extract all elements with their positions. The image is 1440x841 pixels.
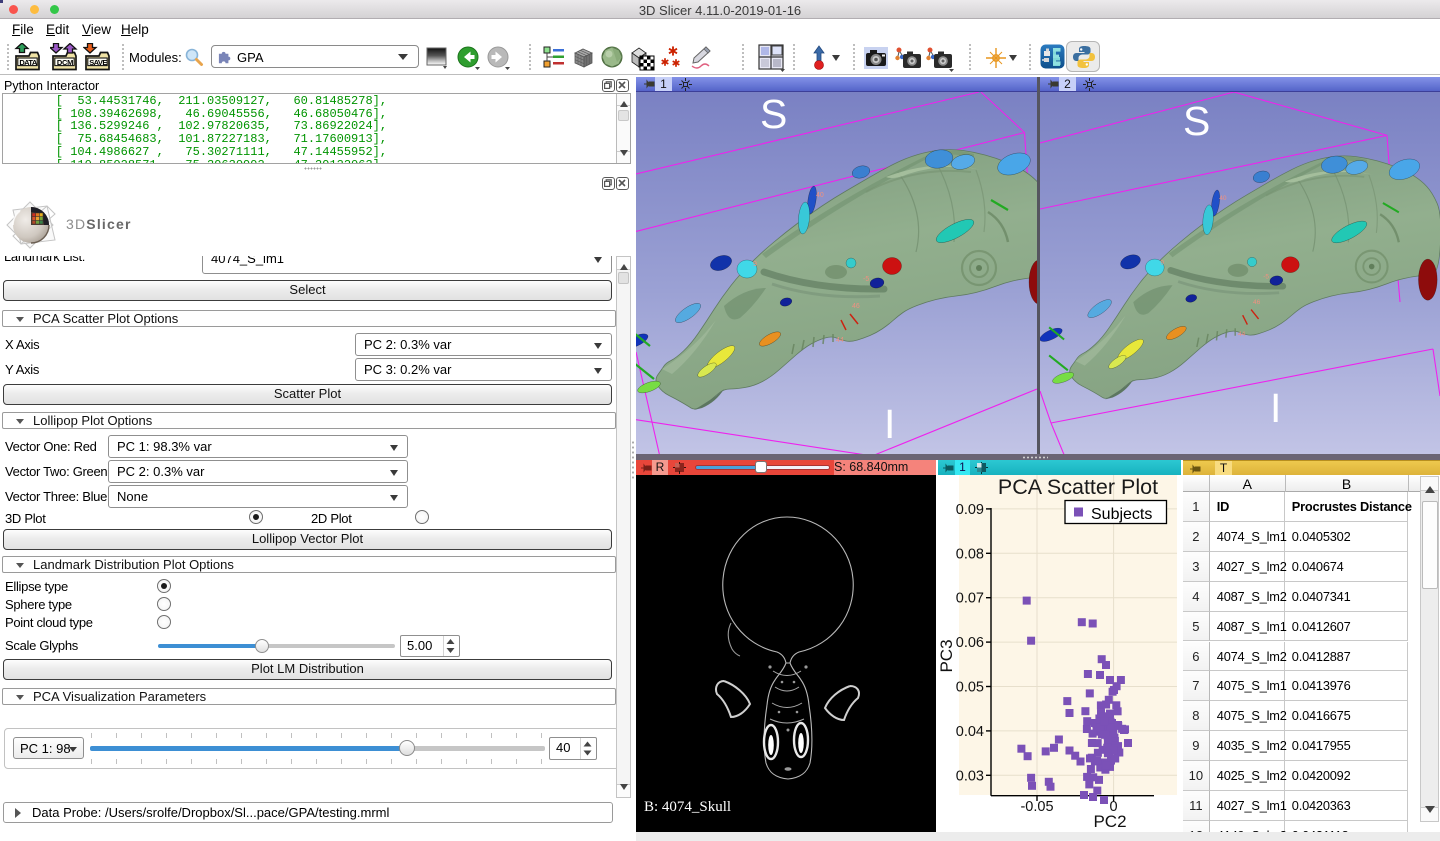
svg-text:44: 44 bbox=[1238, 330, 1246, 337]
svg-text:9: 9 bbox=[753, 261, 757, 268]
svg-text:-5: -5 bbox=[1263, 273, 1269, 280]
svg-text:46: 46 bbox=[1253, 298, 1261, 305]
svg-text:0.03: 0.03 bbox=[956, 768, 984, 784]
svg-text:S: S bbox=[760, 92, 787, 137]
svg-text:S: S bbox=[1183, 98, 1210, 144]
svg-text:I: I bbox=[884, 401, 895, 447]
svg-text:Subjects: Subjects bbox=[1091, 506, 1152, 523]
svg-text:44: 44 bbox=[836, 337, 844, 344]
svg-text:9: 9 bbox=[1160, 259, 1164, 266]
svg-text:0.06: 0.06 bbox=[956, 635, 984, 651]
svg-text:0.05: 0.05 bbox=[956, 679, 984, 695]
svg-text:0.09: 0.09 bbox=[956, 501, 984, 517]
svg-text:0: 0 bbox=[1110, 799, 1118, 815]
svg-text:40: 40 bbox=[1219, 195, 1227, 202]
svg-text:0.07: 0.07 bbox=[956, 590, 984, 606]
svg-text:-0.05: -0.05 bbox=[1020, 799, 1053, 815]
svg-text:0.04: 0.04 bbox=[956, 723, 984, 739]
svg-text:PC2: PC2 bbox=[1093, 812, 1126, 831]
svg-text:46: 46 bbox=[852, 303, 860, 310]
svg-text:40: 40 bbox=[816, 192, 824, 199]
svg-text:I: I bbox=[1270, 385, 1281, 431]
svg-text:-5: -5 bbox=[863, 276, 869, 283]
svg-text:PCA Scatter Plot: PCA Scatter Plot bbox=[998, 475, 1158, 499]
svg-text:PC3: PC3 bbox=[938, 639, 956, 672]
svg-text:0.08: 0.08 bbox=[956, 546, 984, 562]
